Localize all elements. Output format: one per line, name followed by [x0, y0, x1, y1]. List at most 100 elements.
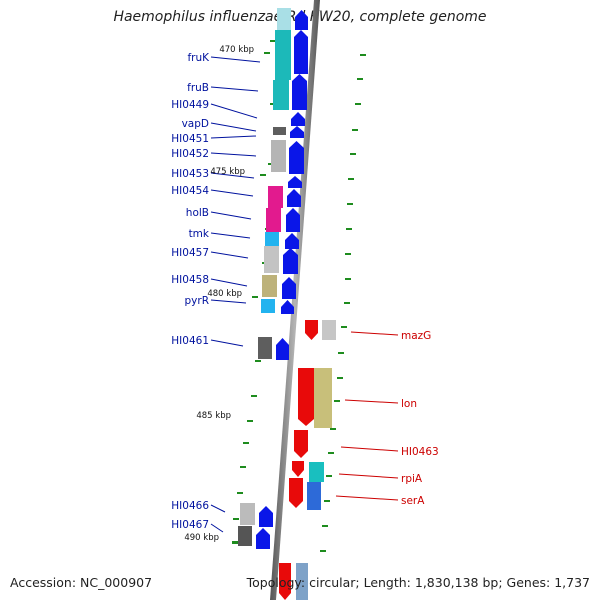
cog-box	[268, 186, 283, 208]
label-leader-line	[210, 504, 226, 513]
forward-gene-arrow	[256, 528, 270, 549]
tick-mark	[270, 40, 276, 42]
label-leader-line	[210, 103, 258, 119]
label-leader-line	[210, 251, 249, 259]
tick-mark	[350, 153, 356, 155]
gene-label-fruk: fruK	[187, 52, 210, 64]
tick-mark	[357, 78, 363, 80]
reverse-gene-arrow	[279, 563, 291, 600]
forward-gene-arrow	[292, 74, 307, 110]
tick-mark	[247, 420, 253, 422]
cog-box	[307, 482, 321, 510]
tick-mark	[345, 278, 351, 280]
gene-label-mazg: mazG	[401, 330, 431, 342]
label-leader-line	[340, 446, 399, 452]
label-leader-line	[210, 172, 255, 179]
forward-gene-arrow	[286, 208, 300, 232]
topology-text: Topology: circular; Length: 1,830,138 bp…	[246, 575, 590, 590]
gene-label-hi0461: HI0461	[171, 335, 209, 347]
tick-mark	[360, 54, 366, 56]
tick-mark	[320, 550, 326, 552]
forward-gene-arrow	[283, 248, 298, 274]
tick-mark	[337, 377, 343, 379]
kbp-tick	[260, 174, 266, 176]
tick-mark	[338, 352, 344, 354]
gene-label-vapd: vapD	[182, 118, 209, 130]
reverse-gene-arrow	[305, 320, 318, 340]
kbp-tick	[264, 52, 270, 54]
kbp-marker-label: 475 kbp	[210, 167, 245, 177]
label-leader-line	[210, 56, 261, 63]
tick-mark	[355, 103, 361, 105]
cog-box	[309, 462, 324, 482]
reverse-gene-arrow	[289, 478, 303, 508]
cog-box	[240, 503, 255, 525]
forward-gene-arrow	[259, 506, 273, 527]
label-leader-line	[210, 523, 224, 533]
gene-label-hi0452: HI0452	[171, 148, 209, 160]
label-leader-line	[335, 495, 399, 501]
cog-box	[271, 140, 286, 172]
gene-label-hi0449: HI0449	[171, 99, 209, 111]
forward-gene-arrow	[287, 189, 301, 207]
tick-mark	[328, 452, 334, 454]
label-leader-line	[210, 122, 257, 132]
gene-label-hi0458: HI0458	[171, 274, 209, 286]
gene-label-hi0457: HI0457	[171, 247, 209, 259]
label-leader-line	[210, 189, 254, 197]
forward-gene-arrow	[282, 277, 296, 299]
forward-gene-arrow	[295, 10, 308, 30]
label-leader-line	[210, 86, 259, 92]
tick-mark	[326, 475, 332, 477]
tick-mark	[334, 400, 340, 402]
tick-mark	[243, 442, 249, 444]
accession-text: Accession: NC_000907	[10, 575, 153, 590]
tick-mark	[233, 518, 239, 520]
gene-label-hi0467: HI0467	[171, 519, 209, 531]
gene-label-lon: lon	[401, 398, 417, 410]
cog-box	[273, 80, 289, 110]
cog-box	[266, 208, 281, 232]
tick-mark	[330, 428, 336, 430]
tick-mark	[255, 360, 261, 362]
gene-label-hi0451: HI0451	[171, 133, 209, 145]
gene-label-hi0463: HI0463	[401, 446, 439, 458]
cog-box	[277, 8, 291, 30]
reverse-gene-arrow	[292, 461, 304, 477]
label-leader-line	[210, 152, 257, 157]
label-leader-line	[350, 331, 399, 336]
cog-box	[261, 299, 275, 313]
gene-labels: fruK fruB HI0449 vapD HI0451 HI0452 HI0453 HI04…	[171, 52, 438, 531]
gene-label-hi0466: HI0466	[171, 500, 209, 512]
label-leader-line	[344, 399, 399, 404]
cog-box	[296, 563, 308, 600]
tick-mark	[344, 302, 350, 304]
kbp-marker-label: 470 kbp	[219, 45, 254, 55]
forward-gene-arrow	[294, 30, 308, 74]
reverse-gene-arrow	[298, 368, 314, 426]
gene-label-pyrr: pyrR	[185, 295, 210, 307]
label-leader-line	[338, 473, 399, 479]
cog-box	[273, 127, 286, 135]
cog-box	[314, 368, 332, 428]
reverse-gene-arrow	[294, 430, 308, 458]
tick-mark	[352, 129, 358, 131]
cog-box	[275, 30, 291, 80]
gene-label-frub: fruB	[187, 82, 209, 94]
tick-mark	[341, 326, 347, 328]
tick-mark	[324, 500, 330, 502]
kbp-marker-label: 480 kbp	[207, 289, 242, 299]
kbp-marker-label: 490 kbp	[184, 533, 219, 543]
label-leader-line	[210, 135, 257, 139]
gene-arrows	[256, 10, 318, 600]
cog-box	[322, 320, 336, 340]
kbp-tick	[232, 541, 238, 543]
gene-label-holb: holB	[186, 207, 209, 219]
kbp-markers: 470 kbp 475 kbp 480 kbp 485 kbp 490 kbp	[184, 45, 270, 543]
cog-box	[264, 246, 279, 273]
forward-gene-arrow	[276, 338, 289, 360]
kbp-tick	[252, 296, 258, 298]
tick-mark	[348, 178, 354, 180]
cog-box	[258, 337, 272, 359]
